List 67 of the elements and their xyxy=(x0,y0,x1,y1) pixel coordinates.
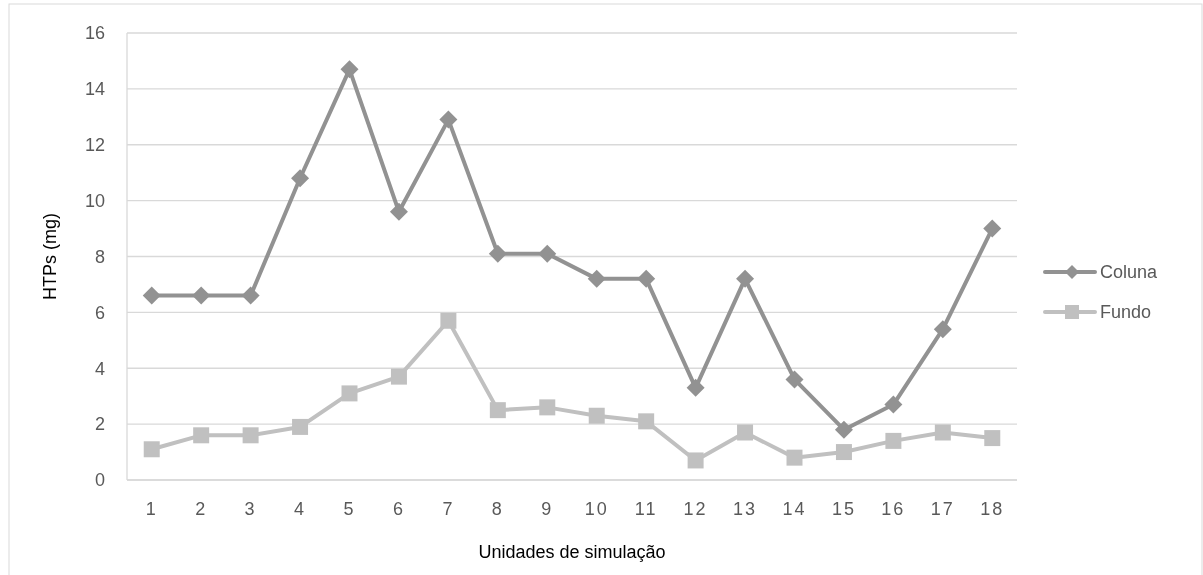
point xyxy=(637,269,656,288)
y-tick-label: 14 xyxy=(84,79,105,100)
point xyxy=(241,286,260,305)
x-tick-label: 6 xyxy=(392,499,405,519)
x-tick-label: 15 xyxy=(831,499,856,519)
point xyxy=(786,449,803,466)
y-tick-label: 8 xyxy=(94,246,105,267)
y-tick-label: 0 xyxy=(94,470,105,491)
point xyxy=(489,402,506,419)
y-tick-label: 10 xyxy=(84,190,105,211)
point xyxy=(736,269,755,288)
point xyxy=(193,427,210,444)
x-tick-label: 4 xyxy=(294,499,307,519)
y-tick-label: 4 xyxy=(94,358,105,379)
point xyxy=(686,378,705,397)
x-tick-label: 7 xyxy=(442,499,455,519)
y-axis-title: HTPs (mg) xyxy=(40,213,60,300)
point xyxy=(192,286,211,305)
x-tick-label: 9 xyxy=(541,499,554,519)
x-tick-label: 2 xyxy=(195,499,208,519)
point xyxy=(638,413,655,430)
x-tick-label: 12 xyxy=(683,499,708,519)
x-axis-title: Unidades de simulação xyxy=(478,542,666,562)
point xyxy=(984,430,1001,447)
point xyxy=(242,427,259,444)
point xyxy=(835,444,852,461)
point xyxy=(933,320,952,339)
point xyxy=(687,452,704,469)
x-tick-label: 17 xyxy=(930,499,955,519)
point xyxy=(142,286,161,305)
point xyxy=(439,110,458,129)
point xyxy=(983,219,1002,238)
point xyxy=(737,424,754,441)
x-tick-label: 10 xyxy=(584,499,609,519)
legend-label: Coluna xyxy=(1100,262,1159,283)
point xyxy=(440,312,457,329)
point xyxy=(587,269,606,288)
x-tick-label: 8 xyxy=(491,499,504,519)
point xyxy=(143,441,160,458)
point xyxy=(934,424,951,441)
x-tick-label: 3 xyxy=(244,499,257,519)
x-tick-label: 11 xyxy=(634,499,658,519)
point xyxy=(538,244,557,263)
point xyxy=(834,420,853,439)
point xyxy=(539,399,556,416)
point xyxy=(291,169,310,188)
point xyxy=(885,432,902,449)
y-tick-label: 16 xyxy=(84,23,105,44)
point xyxy=(340,60,359,79)
point xyxy=(341,385,358,402)
x-tick-label: 13 xyxy=(733,499,758,519)
x-tick-label: 1 xyxy=(145,499,158,519)
x-tick-label: 18 xyxy=(980,499,1005,519)
point xyxy=(389,202,408,221)
x-tick-label: 16 xyxy=(881,499,906,519)
point xyxy=(588,407,605,424)
x-tick-label: 5 xyxy=(343,499,356,519)
x-tick-label: 14 xyxy=(782,499,807,519)
point xyxy=(884,395,903,414)
point xyxy=(488,244,507,263)
y-tick-label: 12 xyxy=(84,135,105,156)
legend-label: Fundo xyxy=(1100,302,1152,323)
point xyxy=(390,368,407,385)
point xyxy=(785,370,804,389)
point xyxy=(292,418,309,435)
y-tick-label: 6 xyxy=(94,302,105,323)
y-tick-label: 2 xyxy=(94,414,105,435)
